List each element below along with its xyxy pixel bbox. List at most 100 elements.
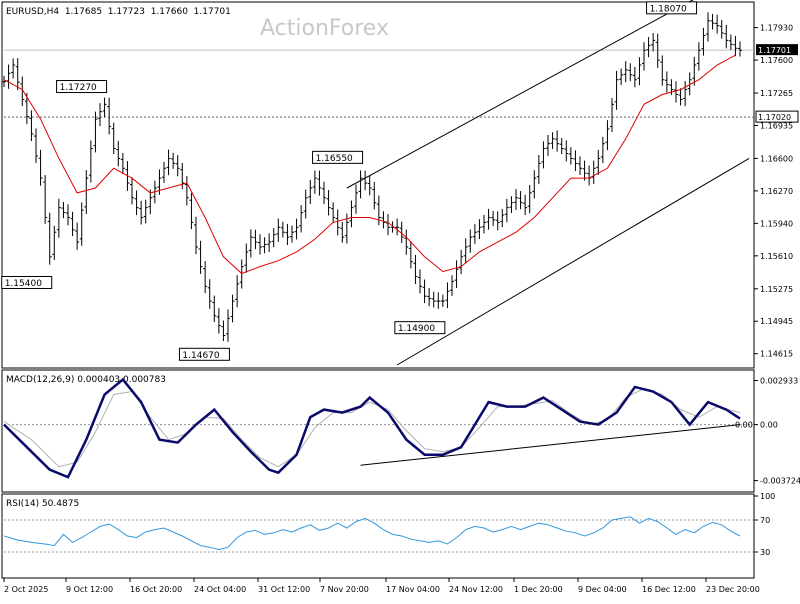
ohlc-bar: [536, 155, 541, 185]
macd-axis-label: 0.002933: [760, 377, 798, 386]
ohlc-bar: [354, 184, 358, 214]
ohlc-bar: [20, 76, 25, 107]
ohlc-bar: [276, 218, 281, 242]
price-axis-label: 1.15275: [760, 285, 793, 294]
ohlc-bar: [491, 210, 496, 227]
ohlc-bar: [523, 194, 528, 216]
ohlc-bar: [628, 63, 633, 82]
macd-panel-title: MACD(12,26,9) 0.000403 0.000783: [6, 375, 166, 385]
ohlc-bar: [363, 170, 368, 191]
ohlc-bar: [244, 243, 249, 273]
reference-price-label: 1.17020: [758, 113, 791, 122]
ohlc-bar: [573, 150, 578, 172]
ohlc-bar: [733, 35, 738, 57]
ohlc-bar: [715, 14, 720, 34]
ohlc-bar: [43, 174, 48, 224]
ohlc-bar: [646, 37, 651, 58]
x-axis-label: 16 Dec 12:00: [642, 585, 696, 594]
ohlc-bar: [559, 138, 564, 155]
ohlc-bar: [102, 97, 107, 118]
price-callout-label: 1.14900: [398, 324, 435, 334]
ohlc-bar: [56, 198, 61, 238]
price-callout-label: 1.14670: [182, 351, 219, 361]
ohlc-bar: [290, 225, 294, 243]
ohlc-bar: [194, 216, 198, 255]
ohlc-bar: [605, 120, 610, 151]
price-callout-label: 1.18070: [650, 4, 687, 14]
price-axis-label: 1.17930: [760, 24, 793, 33]
price-layer: 1.15400 1.17270 1.14670 1.16550 1.14900 1.180…: [1, 0, 754, 366]
ohlc-bar: [532, 170, 537, 199]
ohlc-bar: [527, 185, 532, 214]
watermark: ActionForex: [260, 16, 389, 41]
moving-average-line: [3, 54, 736, 275]
x-axis-label: 2 Oct 2025: [4, 585, 48, 594]
ohlc-bar: [678, 88, 683, 106]
ohlc-bar: [29, 110, 34, 142]
price-callout-box: [394, 321, 446, 335]
lower-channel-line: [396, 157, 750, 366]
macd-trendline: [360, 424, 741, 466]
rsi-panel-frame: [1, 493, 755, 579]
ohlc-bar: [230, 294, 235, 323]
ohlc-bar: [655, 33, 660, 68]
ohlc-bar: [696, 42, 701, 71]
ohlc-bar: [674, 81, 678, 103]
ohlc-bar: [706, 12, 710, 42]
ohlc-bar: [427, 287, 432, 307]
price-callout-label: 1.17270: [60, 83, 97, 93]
ohlc-bar: [38, 149, 43, 186]
ohlc-bar: [340, 221, 345, 243]
ohlc-bar: [212, 295, 217, 323]
price-callout-label: 1.15400: [5, 279, 42, 289]
ohlc-bar: [404, 229, 409, 255]
ohlc-bar: [660, 55, 665, 86]
ohlc-bar: [130, 177, 134, 205]
ohlc-bar: [632, 66, 637, 88]
ohlc-bar: [436, 292, 441, 309]
ohlc-bar: [687, 72, 692, 96]
x-axis-label: 9 Oct 12:00: [66, 585, 113, 594]
ohlc-bar: [235, 275, 240, 308]
price-callout-box: [56, 80, 108, 94]
ohlc-bar: [408, 241, 413, 269]
macd-zero-label: 0.00: [735, 421, 753, 430]
ohlc-bar: [463, 238, 468, 264]
ohlc-bar: [335, 209, 340, 236]
ohlc-bar: [578, 156, 582, 176]
ohlc-bar: [546, 134, 550, 156]
ohlc-bar: [445, 282, 450, 309]
ohlc-bar: [203, 261, 208, 294]
ohlc-bar: [651, 33, 656, 52]
ohlc-bar: [326, 190, 331, 216]
ohlc-bar: [308, 179, 313, 205]
ohlc-bar: [52, 225, 57, 261]
macd-panel-frame: [1, 369, 755, 493]
ohlc-bar: [431, 291, 436, 308]
price-callout: 1.17270: [56, 80, 108, 94]
ohlc-bar: [66, 204, 70, 226]
ohlc-bar: [738, 41, 742, 57]
ohlc-bar: [98, 103, 102, 127]
ohlc-bar: [381, 211, 386, 229]
ohlc-bar: [495, 211, 500, 231]
ohlc-bar: [482, 214, 486, 234]
ohlc-bar: [514, 189, 518, 211]
ohlc-bar: [248, 229, 253, 258]
ohlc-bars: [2, 12, 742, 342]
ohlc-bar: [294, 218, 299, 240]
ohlc-bar: [477, 219, 482, 240]
ohlc-bar: [541, 141, 546, 169]
ohlc-bar: [349, 200, 354, 228]
ohlc-bar: [692, 56, 697, 86]
ohlc-bar: [34, 128, 38, 163]
x-axis-label: 7 Nov 20:00: [320, 585, 369, 594]
ohlc-bar: [84, 170, 89, 215]
x-axis-label: 24 Oct 04:00: [194, 585, 246, 594]
ohlc-bar: [459, 249, 464, 275]
rsi-panel-title: RSI(14) 50.4875: [6, 499, 79, 509]
reference-price-badge: [755, 110, 799, 123]
price-axis-label: 1.17265: [760, 89, 793, 98]
